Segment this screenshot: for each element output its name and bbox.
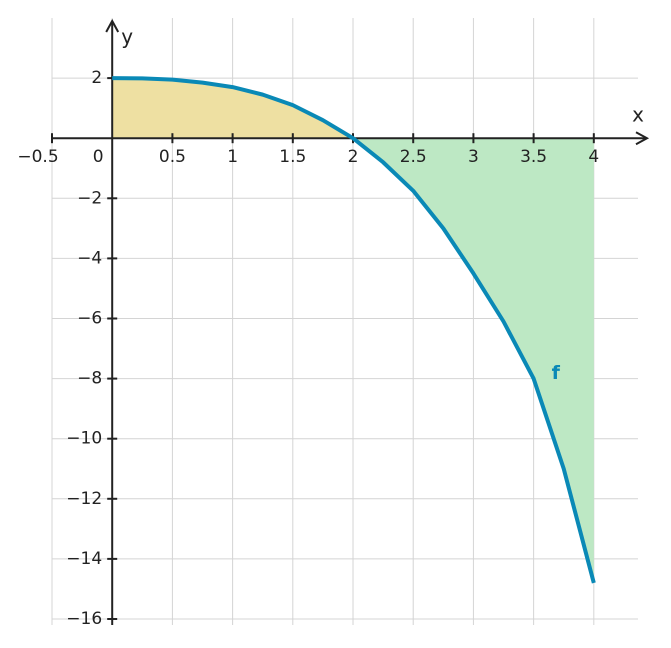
axes: −0.5 0 0.5 1 1.5 2 2.5 3 3.5 4 −16 −14 −12 −10 −8 −6 −4 −… — [17, 18, 650, 629]
x-tick-label: 2.5 — [400, 147, 427, 167]
x-tick-label: 4 — [588, 147, 599, 167]
x-tick-label: 1 — [227, 147, 238, 167]
x-tick-label: 3.5 — [520, 147, 547, 167]
y-tick-label: −6 — [77, 308, 102, 328]
areas — [112, 78, 594, 583]
y-tick-label: −4 — [77, 248, 102, 268]
y-tick-label: −12 — [66, 489, 102, 509]
x-tick-label: 2 — [348, 147, 359, 167]
y-tick-label: −2 — [77, 188, 102, 208]
x-axis-arrow — [635, 131, 650, 146]
area — [112, 78, 354, 139]
grid — [51, 18, 638, 625]
x-tick-label: −0.5 — [17, 147, 58, 167]
x-tick-label: 1.5 — [279, 147, 306, 167]
y-tick-label: −10 — [66, 429, 102, 449]
x-axis-label: x — [632, 103, 644, 127]
marks: f — [112, 76, 596, 584]
y-tick-label: −16 — [66, 609, 102, 629]
y-axis-label: y — [121, 25, 133, 49]
y-axis-arrow — [105, 18, 120, 33]
y-tick-label: −14 — [66, 549, 102, 569]
x-tick-label: 3 — [468, 147, 479, 167]
x-tick-label: 0 — [93, 147, 104, 167]
curve — [112, 76, 596, 584]
y-tick-label: −8 — [77, 369, 102, 389]
area — [353, 138, 594, 583]
x-tick-label: 0.5 — [159, 147, 186, 167]
curve-label: f — [552, 362, 561, 384]
y-tick-label: 2 — [91, 68, 102, 88]
